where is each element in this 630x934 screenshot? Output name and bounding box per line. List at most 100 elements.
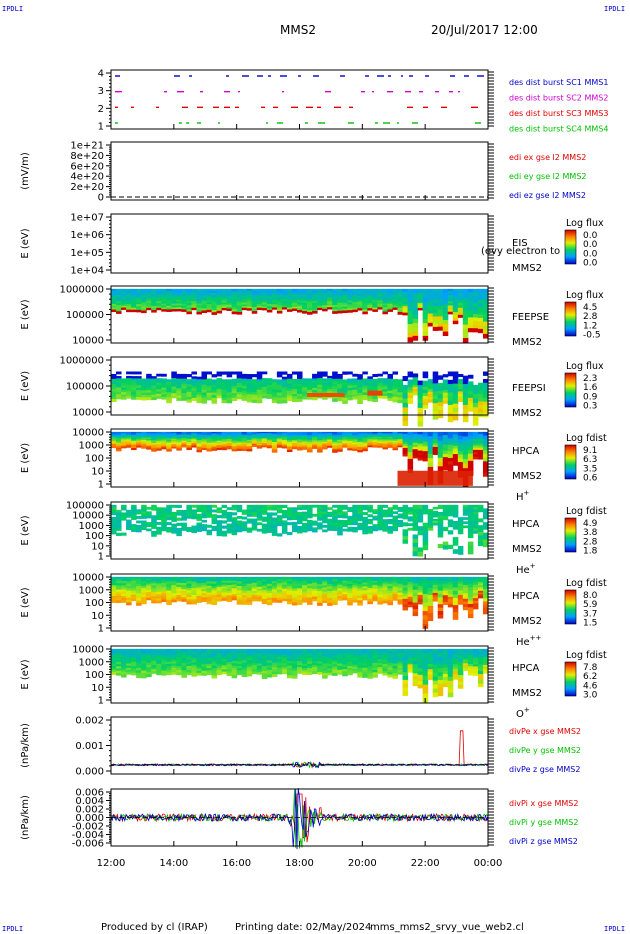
spectrogram-cell <box>166 436 172 439</box>
spectrogram-cell <box>131 436 137 439</box>
spectrogram-cell <box>171 663 177 667</box>
spectrogram-cell <box>452 371 459 377</box>
spectrogram-cell <box>281 376 288 380</box>
spectrogram-cell <box>151 444 157 447</box>
spectrogram-cell <box>196 431 202 435</box>
spectrogram-cell <box>312 590 318 594</box>
spectrogram-cell <box>412 434 419 437</box>
spectrogram-cell <box>156 666 162 669</box>
spectrogram-cell <box>136 663 142 667</box>
spectrogram-cell <box>427 431 434 437</box>
corner-label-top-left: IPDLI <box>2 5 23 13</box>
spectrogram-cell <box>256 588 263 592</box>
spectrogram-cell <box>216 378 223 381</box>
spectrogram-cell <box>146 511 152 515</box>
spectrogram-cell <box>452 297 459 302</box>
spectrogram-cell <box>422 318 429 324</box>
spectrogram-cell <box>462 598 469 603</box>
spectrogram-cell <box>367 599 373 602</box>
spectrogram-cell <box>241 528 248 532</box>
spectrogram-cell <box>332 442 338 445</box>
spectrogram-cell <box>131 653 137 656</box>
spectrogram-cell <box>236 655 243 659</box>
spectrogram-cell <box>286 290 293 294</box>
spectrogram-cell <box>206 447 213 450</box>
spectrogram-cell <box>206 659 213 663</box>
spectrogram-cell <box>281 433 288 436</box>
spectrogram-cell <box>176 504 182 509</box>
spectrogram-cell <box>442 579 449 583</box>
spectrogram-cell <box>156 431 162 435</box>
spectrogram-cell <box>347 433 353 436</box>
spectrogram-cell <box>296 302 303 305</box>
spectrogram-cell <box>171 296 177 299</box>
spectrogram-cell <box>457 450 464 456</box>
spectrogram-cell <box>417 581 424 585</box>
spectrogram-cell <box>261 576 268 580</box>
spectrogram-cell <box>166 648 172 652</box>
spectrogram-cell <box>392 431 399 434</box>
spectrogram-cell <box>337 378 343 382</box>
spectrogram-cell <box>186 433 192 436</box>
spectrogram-cell <box>186 504 192 508</box>
spectrogram-cell <box>146 576 152 580</box>
spectrogram-cell <box>437 316 444 321</box>
spectrogram-cell <box>196 303 202 307</box>
spectrogram-cell <box>206 433 213 436</box>
spectrogram-cell <box>402 310 409 314</box>
spectrogram-cell <box>206 583 213 587</box>
spectrogram-cell <box>352 302 358 305</box>
colorbar-tick-label: 0.0 <box>583 231 598 241</box>
spectrogram-cell <box>276 431 283 434</box>
spectrogram-cell <box>372 524 378 527</box>
spectrogram-cell <box>362 444 368 447</box>
spectrogram-cell <box>327 525 333 529</box>
spectrogram-cell <box>281 441 288 444</box>
spectrogram-cell <box>231 442 238 446</box>
spectrogram-cell <box>151 304 157 307</box>
spectrogram-cell <box>427 609 434 614</box>
spectrogram-cell <box>442 541 449 546</box>
spectrogram-cell <box>482 610 489 615</box>
spectrogram-cell <box>221 381 228 386</box>
spectrogram-cell <box>477 436 484 440</box>
spectrogram-cell <box>442 526 449 532</box>
spectrogram-cell <box>442 592 449 596</box>
spectrogram-cell <box>382 504 388 508</box>
spectrogram-cell <box>392 436 399 439</box>
spectrogram-cell <box>131 305 137 309</box>
spectrogram-cell <box>362 383 368 387</box>
spectrogram-cell <box>171 650 177 654</box>
spectrogram-cell <box>372 303 378 307</box>
spectrogram-cell <box>111 648 117 652</box>
species-charge: + <box>530 562 536 570</box>
spectrogram-cell <box>387 378 393 382</box>
spectrogram-cell <box>337 381 343 385</box>
spectrogram-cell <box>312 292 318 296</box>
spectrogram-cell <box>402 447 409 451</box>
spectrogram-cell <box>216 665 223 669</box>
spectrogram-cell <box>407 586 414 590</box>
spectrogram-cell <box>367 594 373 598</box>
panel-frame <box>110 141 489 201</box>
spectrogram-cell <box>372 431 378 434</box>
spectrogram-cell <box>276 576 283 580</box>
spectrogram-cell <box>126 657 132 660</box>
spectrogram-cell <box>432 313 439 318</box>
spectrogram-cell <box>136 396 142 400</box>
spectrogram-cell <box>286 296 293 299</box>
spectrogram-cell <box>357 581 363 585</box>
spectrogram-cell <box>201 439 208 442</box>
spectrogram-cell <box>447 508 454 513</box>
spectrogram-cell <box>417 288 424 292</box>
spectrogram-cell <box>367 436 373 439</box>
spectrogram-cell <box>317 304 323 307</box>
spectrogram-cell <box>392 304 399 307</box>
spectrogram-cell <box>126 302 132 305</box>
spectrogram-cell <box>457 545 464 551</box>
spectrogram-cell <box>146 669 152 673</box>
spectrogram-cell <box>347 383 353 387</box>
spectrogram-cell <box>111 598 117 601</box>
spectrogram-cell <box>171 388 177 392</box>
spectrogram-cell <box>176 294 182 297</box>
